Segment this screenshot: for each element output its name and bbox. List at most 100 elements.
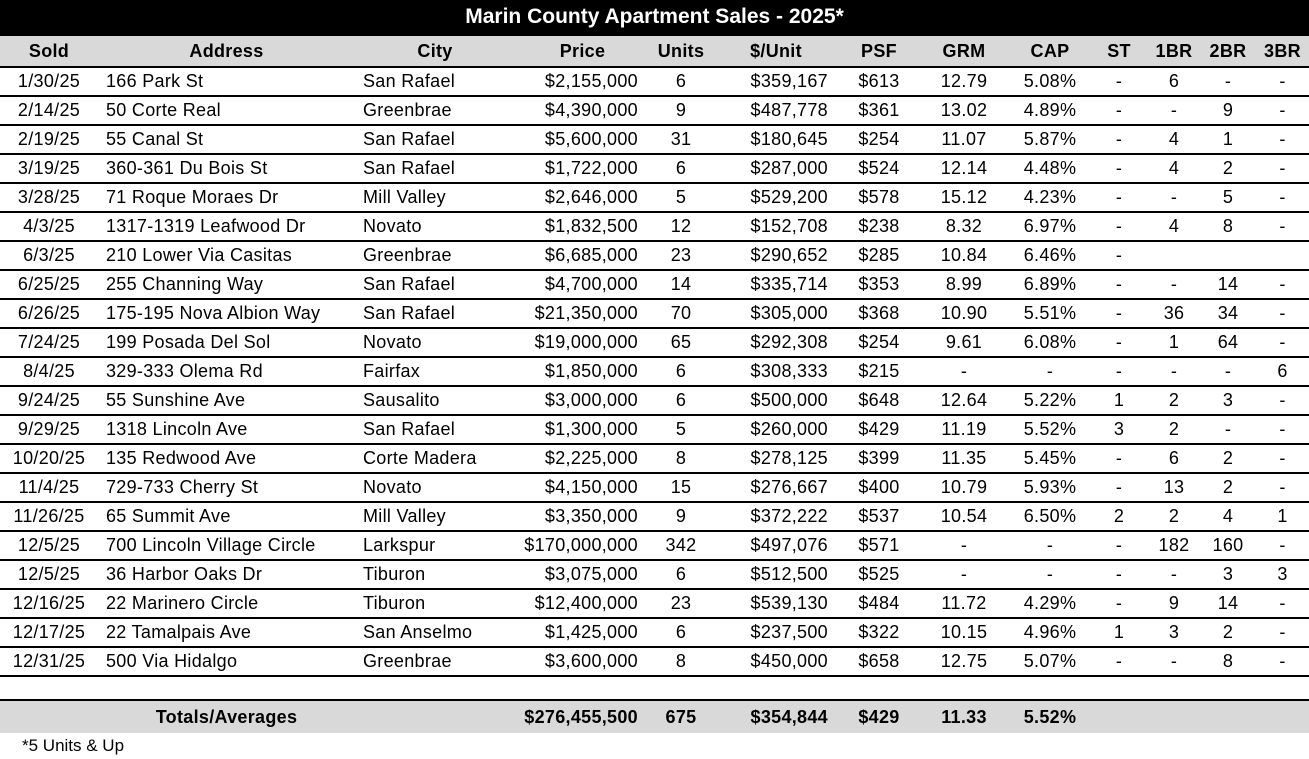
table-cell: 2	[1090, 502, 1148, 532]
totals-label: Totals/Averages	[155, 706, 298, 727]
table-cell: Greenbrae	[355, 96, 515, 126]
table-cell: -	[1148, 560, 1200, 590]
table-cell: 199 Posada Del Sol	[98, 328, 355, 358]
table-cell: 4.29%	[1010, 589, 1090, 619]
table-cell: $1,722,000	[515, 154, 650, 184]
table-cell: 4.48%	[1010, 154, 1090, 184]
table-row: 12/16/25 22 Marinero Circle Tiburon $12,400…	[0, 589, 1309, 619]
table-cell: 31	[650, 125, 712, 155]
table-cell: 6/25/25	[0, 270, 98, 300]
table-cell: -	[1256, 444, 1309, 474]
table-cell: Greenbrae	[355, 241, 515, 271]
table-cell: 1	[1148, 328, 1200, 358]
table-cell: 2	[1200, 154, 1256, 184]
table-cell: $254	[840, 328, 918, 358]
table-cell: $152,708	[712, 212, 840, 242]
table-cell: $1,832,500	[515, 212, 650, 242]
table-cell: 12/5/25	[0, 531, 98, 561]
table-cell: -	[1148, 357, 1200, 387]
table-cell: 12	[650, 212, 712, 242]
table-cell: -	[1090, 647, 1148, 677]
table-cell: 10/20/25	[0, 444, 98, 474]
table-cell: 11/26/25	[0, 502, 98, 532]
table-cell: 1318 Lincoln Ave	[98, 415, 355, 445]
table-row: 4/3/25 1317-1319 Leafwood Dr Novato $1,832,…	[0, 212, 1309, 242]
footnote: *5 Units & Up	[22, 736, 125, 755]
totals-cell	[1148, 700, 1200, 733]
table-cell: $285	[840, 241, 918, 271]
table-cell: 2	[1200, 618, 1256, 648]
table-cell: 5	[1200, 183, 1256, 213]
table-cell: -	[1256, 96, 1309, 126]
table-cell: $254	[840, 125, 918, 155]
table-cell: 210 Lower Via Casitas	[98, 241, 355, 271]
table-cell: 55 Canal St	[98, 125, 355, 155]
table-cell: 8.99	[918, 270, 1010, 300]
table-cell: $359,167	[712, 67, 840, 97]
table-cell: $571	[840, 531, 918, 561]
table-cell: 2/19/25	[0, 125, 98, 155]
table-cell: 3	[1200, 560, 1256, 590]
table-row: 6/26/25 175-195 Nova Albion Way San Rafael…	[0, 299, 1309, 329]
table-cell: 10.90	[918, 299, 1010, 329]
table-cell: 4	[1148, 154, 1200, 184]
table-cell: -	[1090, 270, 1148, 300]
table-cell: 9	[650, 502, 712, 532]
table-cell: 9/24/25	[0, 386, 98, 416]
table-cell: 55 Sunshine Ave	[98, 386, 355, 416]
table-cell: -	[1256, 589, 1309, 619]
table-cell: -	[1256, 531, 1309, 561]
table-cell: -	[1090, 241, 1148, 271]
table-cell: 10.84	[918, 241, 1010, 271]
table-cell: $238	[840, 212, 918, 242]
table-cell: 9	[650, 96, 712, 126]
table-cell: 23	[650, 589, 712, 619]
table-cell: 8	[1200, 212, 1256, 242]
table-cell: -	[1090, 125, 1148, 155]
table-cell: 1	[1090, 386, 1148, 416]
table-cell: 14	[1200, 589, 1256, 619]
table-cell: -	[1090, 212, 1148, 242]
totals-cell	[0, 700, 98, 733]
table-cell: 22 Tamalpais Ave	[98, 618, 355, 648]
table-cell: -	[1090, 444, 1148, 474]
totals-value: $429	[858, 706, 900, 727]
table-cell: 5.22%	[1010, 386, 1090, 416]
table-cell: 1	[1256, 502, 1309, 532]
table-cell: 23	[650, 241, 712, 271]
table-cell: 3	[1148, 618, 1200, 648]
table-cell: San Rafael	[355, 154, 515, 184]
table-cell: 2/14/25	[0, 96, 98, 126]
column-header: 2BR	[1200, 36, 1256, 68]
table-cell: $3,000,000	[515, 386, 650, 416]
table-cell: -	[1256, 386, 1309, 416]
table-cell: $487,778	[712, 96, 840, 126]
table-cell: 4	[1148, 125, 1200, 155]
spacer-cell	[0, 676, 1309, 701]
totals-cell	[355, 700, 515, 733]
column-header: 1BR	[1148, 36, 1200, 68]
totals-value: 11.33	[941, 706, 987, 727]
table-cell: 10.79	[918, 473, 1010, 503]
table-cell: Larkspur	[355, 531, 515, 561]
table-cell: $278,125	[712, 444, 840, 474]
column-header: ST	[1090, 36, 1148, 68]
table-cell: $1,425,000	[515, 618, 650, 648]
table-row: 8/4/25 329-333 Olema Rd Fairfax $1,850,000 6…	[0, 357, 1309, 387]
table-cell: $215	[840, 357, 918, 387]
table-cell: $3,350,000	[515, 502, 650, 532]
table-cell: $658	[840, 647, 918, 677]
table-cell: 12/17/25	[0, 618, 98, 648]
table-row: 10/20/25 135 Redwood Ave Corte Madera $2,22…	[0, 444, 1309, 474]
totals-cell	[1256, 700, 1309, 733]
table-cell: San Rafael	[355, 67, 515, 97]
table-cell: -	[1256, 154, 1309, 184]
table-cell: $399	[840, 444, 918, 474]
table-cell: -	[1090, 183, 1148, 213]
table-cell: -	[1090, 299, 1148, 329]
table-cell: 4.89%	[1010, 96, 1090, 126]
table-cell: $19,000,000	[515, 328, 650, 358]
sales-table: Sold Address City Price Units $/Unit PSF GRM CAP…	[0, 36, 1309, 733]
table-cell: $308,333	[712, 357, 840, 387]
